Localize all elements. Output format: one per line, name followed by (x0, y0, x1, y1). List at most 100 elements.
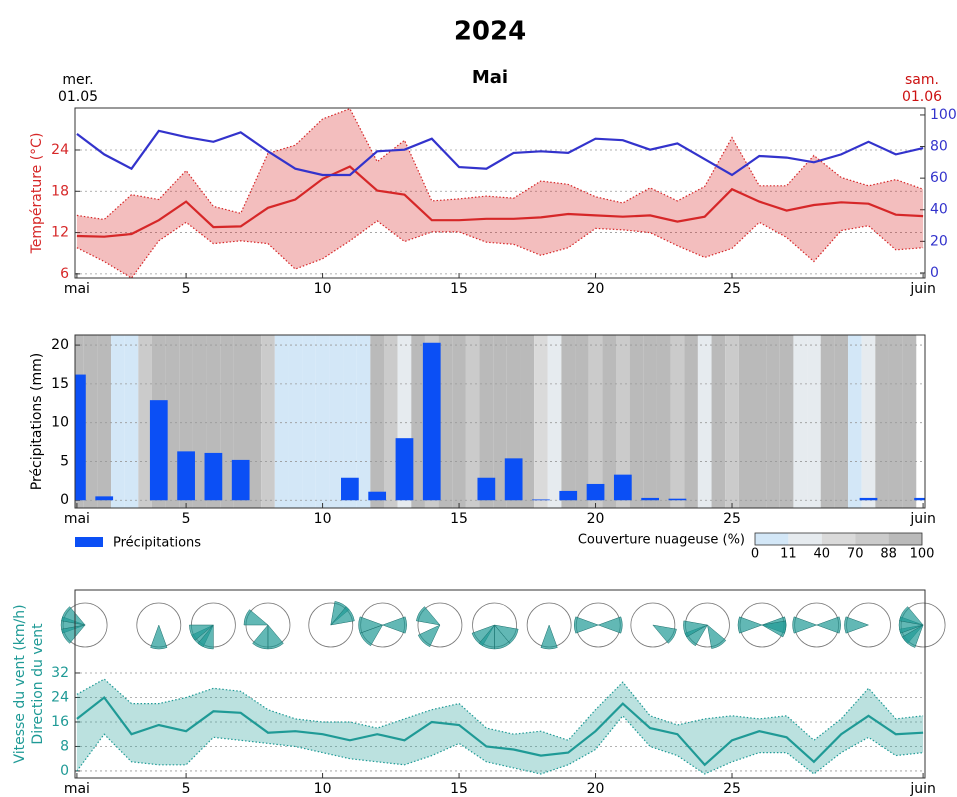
rose-wedge (417, 624, 441, 648)
cloud-strip (220, 335, 234, 508)
y-tick-label: 24 (51, 689, 69, 705)
bar (149, 400, 168, 501)
rose-wedge (844, 616, 870, 634)
x-tick-label: 10 (314, 781, 332, 797)
x-tick-label: 25 (723, 781, 741, 797)
y-label: Précipitations (mm) (29, 353, 45, 490)
cloud-strip (247, 335, 262, 508)
x-tick-label: 20 (587, 281, 605, 297)
y-tick-label: 5 (60, 453, 69, 469)
x-tick-label: 15 (450, 511, 468, 527)
cloud-strip (302, 335, 316, 508)
y-label: Vitesse du vent (km/h) (12, 604, 28, 763)
y2-tick-label: 80 (930, 139, 948, 155)
cloud-strip (643, 335, 657, 508)
x-tick-label: mai (64, 511, 90, 527)
cloud-strip (111, 335, 125, 508)
bar (95, 496, 114, 501)
x-tick-label: 15 (450, 781, 468, 797)
cloud-strip (738, 335, 753, 508)
cloud-strip (875, 335, 889, 508)
y-tick-label: 12 (51, 225, 69, 241)
cloud-strip (616, 335, 630, 508)
cloud-legend-swatch (821, 533, 856, 545)
y2-tick-label: 60 (930, 170, 948, 186)
min-line (76, 714, 924, 775)
plot-frame (74, 107, 926, 279)
cloud-strip (479, 335, 494, 508)
x-tick-label: 20 (587, 781, 605, 797)
cloud-legend-frame (754, 532, 923, 546)
max-line (76, 678, 924, 742)
cloud-strip (684, 335, 698, 508)
y-tick-label: 32 (51, 665, 69, 681)
x-tick-label: 5 (182, 781, 191, 797)
cloud-strip (493, 335, 507, 508)
bar (586, 483, 605, 501)
cloud-strip (848, 335, 862, 508)
cloud-strip (697, 335, 712, 508)
series-line (76, 165, 924, 238)
cloud-strip (861, 335, 876, 508)
cloud-strip (561, 335, 576, 508)
cloud-strip (165, 335, 180, 508)
cloud-strip (534, 335, 548, 508)
y-tick-label: 20 (51, 337, 69, 353)
y-tick-label: 8 (60, 738, 69, 754)
cloud-strip (766, 335, 780, 508)
cloud-strip (670, 335, 685, 508)
rose-wedge (189, 624, 215, 641)
cloud-strip (902, 335, 917, 508)
rose-wedge (267, 624, 284, 650)
bar (559, 490, 578, 501)
cloud-strip (602, 335, 617, 508)
cloud-strip (629, 335, 644, 508)
x-tick-label: 20 (587, 511, 605, 527)
end-weekday: sam. (905, 72, 939, 88)
x-tick-label: mai (64, 281, 90, 297)
y-label: Direction du vent (30, 623, 46, 745)
min-line (76, 220, 924, 279)
bar (477, 477, 496, 501)
cloud-strip (465, 335, 480, 508)
plot-frame (74, 589, 926, 779)
y-tick-label: 18 (51, 183, 69, 199)
cloud-strip (547, 335, 562, 508)
x-tick-label: 25 (723, 281, 741, 297)
y-tick-label: 24 (51, 142, 69, 158)
bar (177, 451, 195, 501)
cloud-strip (274, 335, 289, 508)
end-date: 01.06 (902, 89, 942, 105)
x-tick-label: 10 (314, 511, 332, 527)
cloud-strip (138, 335, 152, 508)
y-label: Température (°C) (29, 133, 45, 255)
y-tick-label: 16 (51, 714, 69, 730)
rose-wedge (416, 606, 441, 626)
cloud-strip (807, 335, 821, 508)
cloud-strip (779, 335, 794, 508)
cloud-strip (315, 335, 330, 508)
cloud-strip (383, 335, 398, 508)
y2-tick-label: 100 (930, 107, 957, 123)
legend-label: Précipitations (113, 536, 201, 551)
start-date: 01.05 (58, 89, 98, 105)
y-tick-label: 10 (51, 415, 69, 431)
x-tick-label: juin (909, 511, 936, 527)
y2-tick-label: 20 (930, 233, 948, 249)
x-tick-label: 5 (182, 511, 191, 527)
plot-frame (74, 334, 926, 509)
y2-tick-label: 0 (930, 265, 939, 281)
rose-circle (417, 602, 463, 648)
bar (75, 374, 86, 501)
y2-tick-label: 40 (930, 202, 948, 218)
rose-wedge (61, 624, 86, 644)
cloud-legend-title: Couverture nuageuse (%) (578, 533, 745, 548)
cloud-strip (752, 335, 767, 508)
cloud-legend-swatch (755, 533, 789, 545)
plot-area (75, 108, 925, 278)
cloud-legend-swatch (788, 533, 822, 545)
rose-wedge (197, 624, 214, 650)
bar (859, 497, 878, 501)
bar (204, 452, 223, 501)
